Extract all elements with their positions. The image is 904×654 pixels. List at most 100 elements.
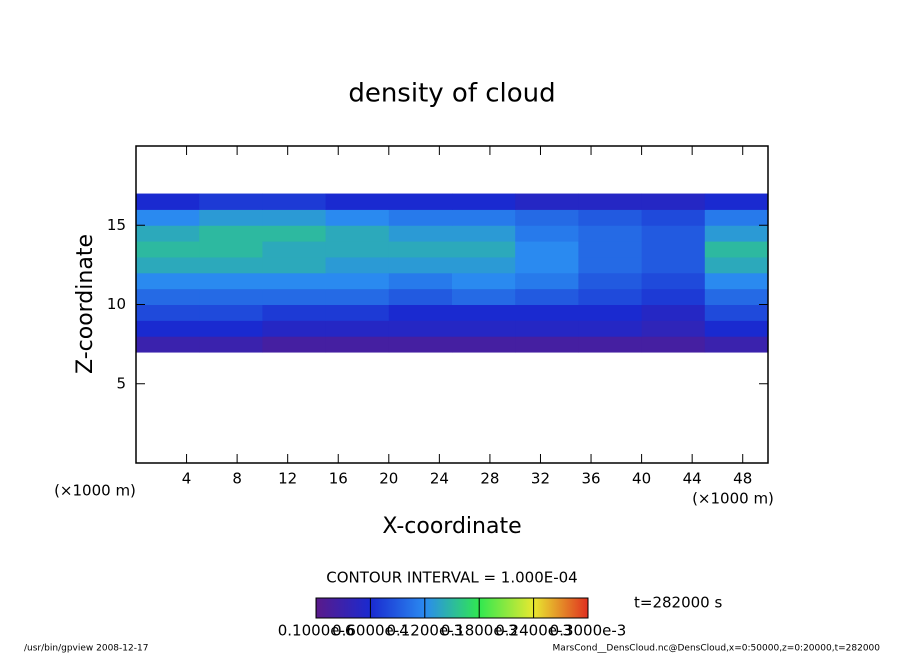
heatmap-cell <box>704 320 769 337</box>
colorbar-tick-label: 0.6000e-4 <box>332 622 409 640</box>
heatmap-cell <box>515 288 579 305</box>
heatmap-cell <box>515 272 579 290</box>
heatmap-cell <box>641 209 706 226</box>
x-tick-label: 12 <box>278 470 297 488</box>
heatmap-cell <box>262 272 327 290</box>
heatmap-cell <box>325 288 390 305</box>
colorbar-tick-label: 0.1000e-6 <box>278 622 355 640</box>
heatmap-cell <box>388 241 453 258</box>
heatmap-cell <box>262 193 327 210</box>
x-tick-label: 28 <box>480 470 499 488</box>
heatmap-cell <box>641 193 706 210</box>
heatmap-cell <box>262 209 327 226</box>
heatmap-cell <box>641 225 706 242</box>
heatmap-cell <box>388 288 453 305</box>
heatmap-cell <box>704 209 769 226</box>
heatmap-cell <box>199 288 263 305</box>
y-tick-label: 5 <box>116 374 126 392</box>
heatmap-cell <box>452 304 516 321</box>
heatmap-cell <box>199 272 263 290</box>
heatmap-cell <box>704 256 769 274</box>
heatmap-cell <box>199 193 263 210</box>
heatmap-cell <box>136 336 200 353</box>
heatmap-cell <box>136 320 200 337</box>
heatmap-cell <box>704 336 769 353</box>
heatmap-cell <box>641 272 706 290</box>
heatmap-cell <box>641 256 706 274</box>
heatmap-cell <box>325 272 390 290</box>
heatmap-cell <box>578 209 643 226</box>
heatmap-cell <box>704 304 769 321</box>
heatmap-cell <box>199 320 263 337</box>
heatmap-cell <box>262 336 327 353</box>
heatmap-cell <box>388 336 453 353</box>
heatmap-cell <box>515 193 579 210</box>
heatmap-cell <box>578 304 643 321</box>
heatmap-cell <box>452 209 516 226</box>
y-tick-label: 15 <box>107 216 126 234</box>
x-unit-label: (×1000 m) <box>692 490 774 508</box>
heatmap-cell <box>199 336 263 353</box>
heatmap-cell <box>388 256 453 274</box>
colorbar-tick-label: 0.2400e-3 <box>495 622 572 640</box>
colorbar-tick-label: 0.1800e-3 <box>441 622 518 640</box>
chart-title: density of cloud <box>348 79 555 109</box>
heatmap-cell <box>641 320 706 337</box>
heatmap-cell <box>262 241 327 258</box>
time-label: t=282000 s <box>634 594 722 612</box>
heatmap-cell <box>199 225 263 242</box>
x-tick-label: 40 <box>632 470 651 488</box>
heatmap-cell <box>325 320 390 337</box>
heatmap-cell <box>452 256 516 274</box>
heatmap-cell <box>704 241 769 258</box>
heatmap-cell <box>136 209 200 226</box>
x-tick-label: 4 <box>182 470 192 488</box>
heatmap-cell <box>136 225 200 242</box>
heatmap-cell <box>515 336 579 353</box>
heatmap-cell <box>388 209 453 226</box>
x-tick-label: 24 <box>430 470 449 488</box>
heatmap-cell <box>136 304 200 321</box>
y-tick-label: 10 <box>107 295 126 313</box>
heatmap-cell <box>578 256 643 274</box>
heatmap-cell <box>704 288 769 305</box>
x-tick-label: 16 <box>329 470 348 488</box>
heatmap-cell <box>515 256 579 274</box>
heatmap-cell <box>578 288 643 305</box>
x-tick-label: 8 <box>232 470 242 488</box>
x-tick-label: 36 <box>581 470 600 488</box>
heatmap-cell <box>452 288 516 305</box>
heatmap-cell <box>388 272 453 290</box>
heatmap-cell <box>641 241 706 258</box>
x-axis-label: X-coordinate <box>382 514 521 539</box>
heatmap-cell <box>325 225 390 242</box>
heatmap-cell <box>578 225 643 242</box>
heatmap-cell <box>452 272 516 290</box>
heatmap-cell <box>136 272 200 290</box>
colorbar-tick-label: 0.3000e-3 <box>550 622 627 640</box>
heatmap <box>136 193 769 353</box>
x-unit-label: (×1000 m) <box>54 482 136 500</box>
heatmap-cell <box>136 256 200 274</box>
heatmap-cell <box>515 320 579 337</box>
heatmap-cell <box>704 193 769 210</box>
heatmap-cell <box>515 304 579 321</box>
heatmap-cell <box>578 320 643 337</box>
contour-interval: CONTOUR INTERVAL = 1.000E-04 <box>326 569 577 587</box>
colorbar-tick-label: 0.1200e-3 <box>386 622 463 640</box>
heatmap-cell <box>452 225 516 242</box>
heatmap-cell <box>199 241 263 258</box>
heatmap-cell <box>578 272 643 290</box>
heatmap-cell <box>641 288 706 305</box>
heatmap-cell <box>199 304 263 321</box>
heatmap-cell <box>515 225 579 242</box>
heatmap-cell <box>262 225 327 242</box>
heatmap-cell <box>262 288 327 305</box>
x-tick-label: 44 <box>683 470 702 488</box>
heatmap-cell <box>578 336 643 353</box>
heatmap-cell <box>325 241 390 258</box>
heatmap-cell <box>515 209 579 226</box>
heatmap-cell <box>136 288 200 305</box>
heatmap-cell <box>388 193 453 210</box>
